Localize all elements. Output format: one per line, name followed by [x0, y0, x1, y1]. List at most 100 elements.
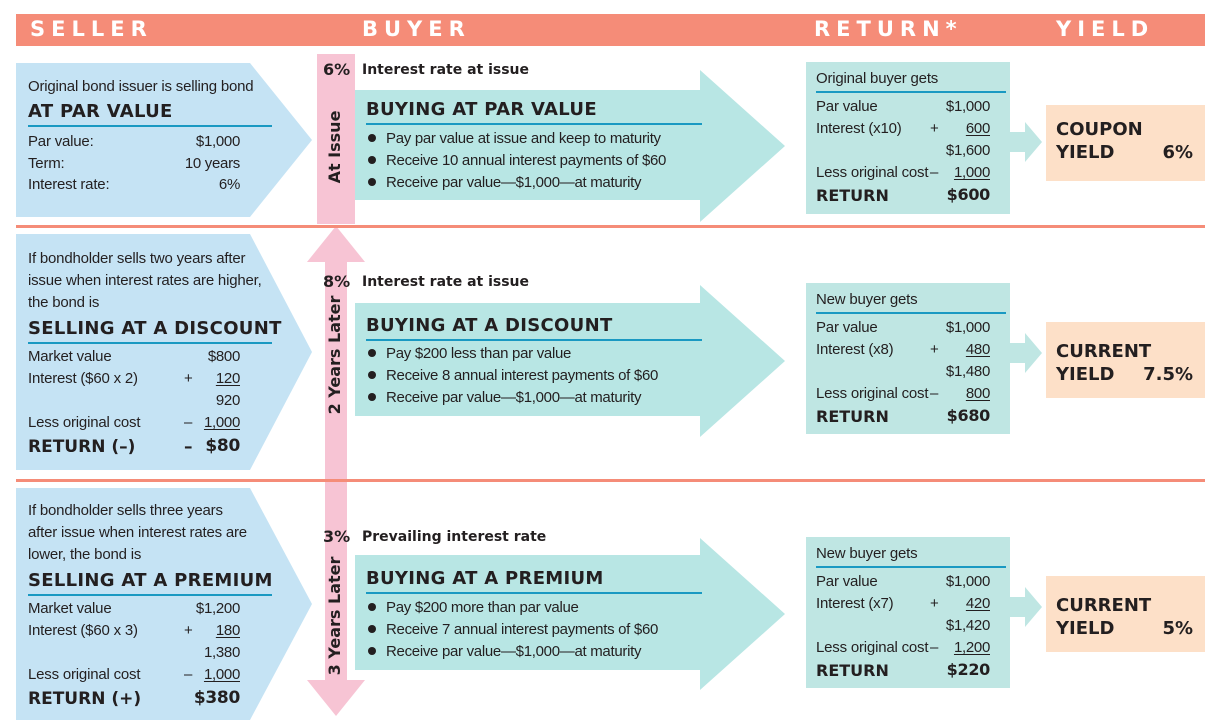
buyer-bullet: Receive par value—$1,000—at maturity — [368, 172, 641, 194]
timeline-label: 2 Years Later — [325, 295, 344, 415]
return-title: New buyer gets — [816, 291, 918, 308]
seller-subtotal: 920 — [215, 392, 240, 409]
yield-box: COUPON YIELD 6% — [1046, 105, 1205, 181]
seller-label: Term: — [28, 155, 65, 172]
header-yield: YIELD — [1056, 17, 1155, 41]
rate-percent: 3% — [323, 527, 351, 546]
return-title-rule — [816, 312, 1006, 314]
return-box: Original buyer gets Par value $1,000 Int… — [806, 62, 1010, 214]
minus-sign: – — [184, 666, 193, 683]
minus-sign: – — [930, 639, 939, 656]
seller-interest-value: 120 — [215, 370, 240, 387]
yield-word: YIELD — [1056, 364, 1115, 385]
seller-intro-line: lower, the bond is — [28, 546, 142, 563]
buyer-bullet: Receive par value—$1,000—at maturity — [368, 387, 641, 409]
rate-percent: 6% — [323, 60, 351, 79]
seller-value: 6% — [218, 176, 240, 193]
seller-arrow-par — [16, 63, 312, 217]
seller-intro-line: after issue when interest rates are — [28, 524, 247, 541]
seller-heading-rule — [28, 125, 272, 127]
rate-label: Interest rate at issue — [362, 274, 530, 290]
buyer-bullet-text: Pay $200 more than par value — [386, 599, 579, 616]
buyer-bullet-text: Receive 8 annual interest payments of $6… — [386, 367, 659, 384]
return-label: RETURN — [816, 407, 889, 426]
seller-heading-rule — [28, 342, 272, 344]
minus-sign: – — [184, 437, 193, 457]
return-cost-label: Less original cost — [816, 639, 929, 656]
return-interest-value: 480 — [965, 341, 990, 358]
return-cost-value: 800 — [965, 385, 990, 402]
bullet-icon — [368, 371, 376, 379]
return-box: New buyer gets Par value $1,000 Interest… — [806, 283, 1010, 434]
buyer-bullet-text: Receive par value—$1,000—at maturity — [386, 389, 642, 406]
yield-value: 5% — [1162, 618, 1193, 639]
return-cost-label: Less original cost — [816, 164, 929, 181]
seller-interest-label: Interest ($60 x 2) — [28, 370, 138, 387]
bullet-icon — [368, 178, 376, 186]
return-title: Original buyer gets — [816, 70, 939, 87]
minus-sign: – — [184, 414, 193, 431]
return-value: $220 — [946, 660, 991, 679]
seller-interest-value: 180 — [215, 622, 240, 639]
seller-return-value: $380 — [193, 688, 240, 708]
seller-market-value: $800 — [207, 348, 240, 365]
timeline-label: 3 Years Later — [325, 556, 344, 676]
buyer-arrow-premium — [355, 538, 785, 690]
seller-cost-label: Less original cost — [28, 666, 141, 683]
buyer-bullet: Receive 7 annual interest payments of $6… — [368, 619, 658, 641]
return-par-label: Par value — [816, 98, 878, 115]
seller-intro-line: Original bond issuer is selling bond — [28, 78, 254, 95]
plus-sign: + — [930, 595, 939, 612]
buyer-bullet: Pay $200 more than par value — [368, 597, 579, 619]
bullet-icon — [368, 647, 376, 655]
buyer-bullet: Receive 10 annual interest payments of $… — [368, 150, 666, 172]
buyer-heading-rule — [366, 123, 702, 125]
buyer-heading: BUYING AT PAR VALUE — [366, 99, 597, 120]
yield-word: YIELD — [1056, 142, 1115, 163]
seller-return-label: RETURN (+) — [28, 689, 142, 709]
seller-market-label: Market value — [28, 348, 112, 365]
return-title: New buyer gets — [816, 545, 918, 562]
seller-return-label: RETURN (–) — [28, 437, 136, 457]
buyer-bullet-text: Receive 10 annual interest payments of $… — [386, 152, 667, 169]
rate-label: Interest rate at issue — [362, 62, 530, 78]
buyer-bullet: Pay par value at issue and keep to matur… — [368, 128, 661, 150]
return-interest-value: 600 — [965, 120, 990, 137]
return-par-label: Par value — [816, 319, 878, 336]
plus-sign: + — [930, 120, 939, 137]
yield-arrow-3 — [1010, 587, 1042, 627]
rate-label: Prevailing interest rate — [362, 529, 547, 545]
buyer-bullet-text: Receive 7 annual interest payments of $6… — [386, 621, 659, 638]
seller-heading: AT PAR VALUE — [28, 101, 173, 122]
minus-sign: – — [930, 164, 939, 181]
return-interest-label: Interest (x10) — [816, 120, 902, 137]
yield-arrow-2 — [1010, 333, 1042, 373]
timeline-label: At Issue — [325, 110, 344, 184]
seller-market-value: $1,200 — [195, 600, 240, 617]
bullet-icon — [368, 349, 376, 357]
yield-type: CURRENT — [1056, 595, 1152, 616]
bullet-icon — [368, 156, 376, 164]
buyer-bullet-text: Pay $200 less than par value — [386, 345, 572, 362]
buyer-bullet-text: Pay par value at issue and keep to matur… — [386, 130, 661, 147]
buyer-heading: BUYING AT A DISCOUNT — [366, 315, 613, 336]
return-value: $680 — [946, 406, 991, 425]
seller-heading: SELLING AT A PREMIUM — [28, 570, 273, 591]
buyer-heading: BUYING AT A PREMIUM — [366, 568, 604, 589]
return-title-rule — [816, 566, 1006, 568]
return-label: RETURN — [816, 186, 889, 205]
plus-sign: + — [184, 370, 193, 387]
bullet-icon — [368, 603, 376, 611]
return-cost-value: 1,000 — [953, 164, 990, 181]
buyer-bullet: Receive par value—$1,000—at maturity — [368, 641, 641, 663]
yield-type: CURRENT — [1056, 341, 1152, 362]
seller-intro-line: issue when interest rates are higher, — [28, 272, 262, 289]
return-subtotal: $1,480 — [945, 363, 990, 380]
return-box: New buyer gets Par value $1,000 Interest… — [806, 537, 1010, 688]
bullet-icon — [368, 625, 376, 633]
return-par-value: $1,000 — [945, 573, 990, 590]
seller-cost-value: 1,000 — [203, 666, 240, 683]
timeline-arrow — [307, 226, 365, 716]
header-buyer: BUYER — [362, 17, 471, 41]
return-interest-value: 420 — [965, 595, 990, 612]
